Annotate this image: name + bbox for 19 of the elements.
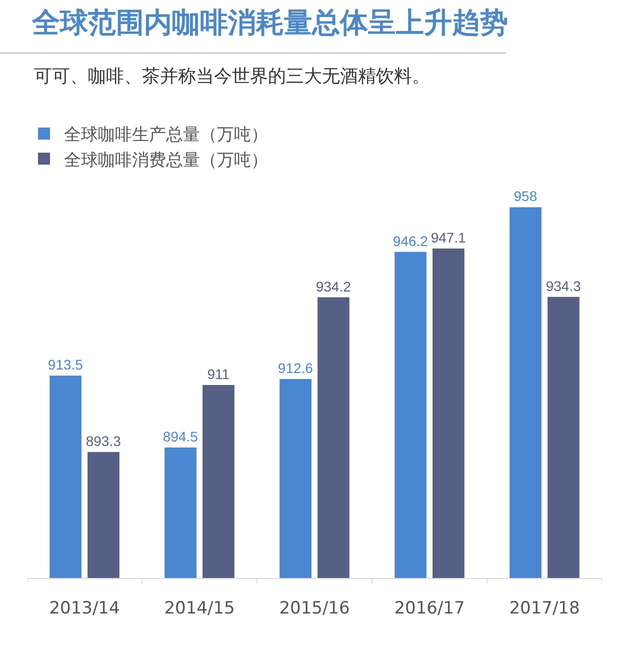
x-tick-label: 2014/15 <box>164 598 235 618</box>
data-label: 913.5 <box>48 356 84 373</box>
legend-label: 全球咖啡消费总量（万吨） <box>64 150 268 170</box>
data-label: 946.2 <box>392 232 428 249</box>
x-tick-label: 2015/16 <box>279 598 350 618</box>
x-tick-label: 2016/17 <box>394 598 465 618</box>
data-label: 894.5 <box>162 428 198 444</box>
data-label: 934.3 <box>546 278 582 294</box>
x-tick-label: 2017/18 <box>509 598 580 618</box>
legend-label: 全球咖啡生产总量（万吨） <box>64 125 268 146</box>
x-tick-label: 2013/14 <box>49 598 120 618</box>
data-label: 947.1 <box>430 229 466 246</box>
chart-subtitle: 可可、咖啡、茶并称当今世界的三大无酒精饮料。 <box>34 66 430 87</box>
data-label: 911 <box>207 366 230 382</box>
chart-title: 全球范围内咖啡消耗量总体呈上升趋势 <box>31 6 508 39</box>
data-label: 912.6 <box>278 360 314 376</box>
data-label: 893.3 <box>86 433 122 450</box>
data-label: 934.2 <box>316 278 352 294</box>
data-label: 958 <box>514 188 538 204</box>
